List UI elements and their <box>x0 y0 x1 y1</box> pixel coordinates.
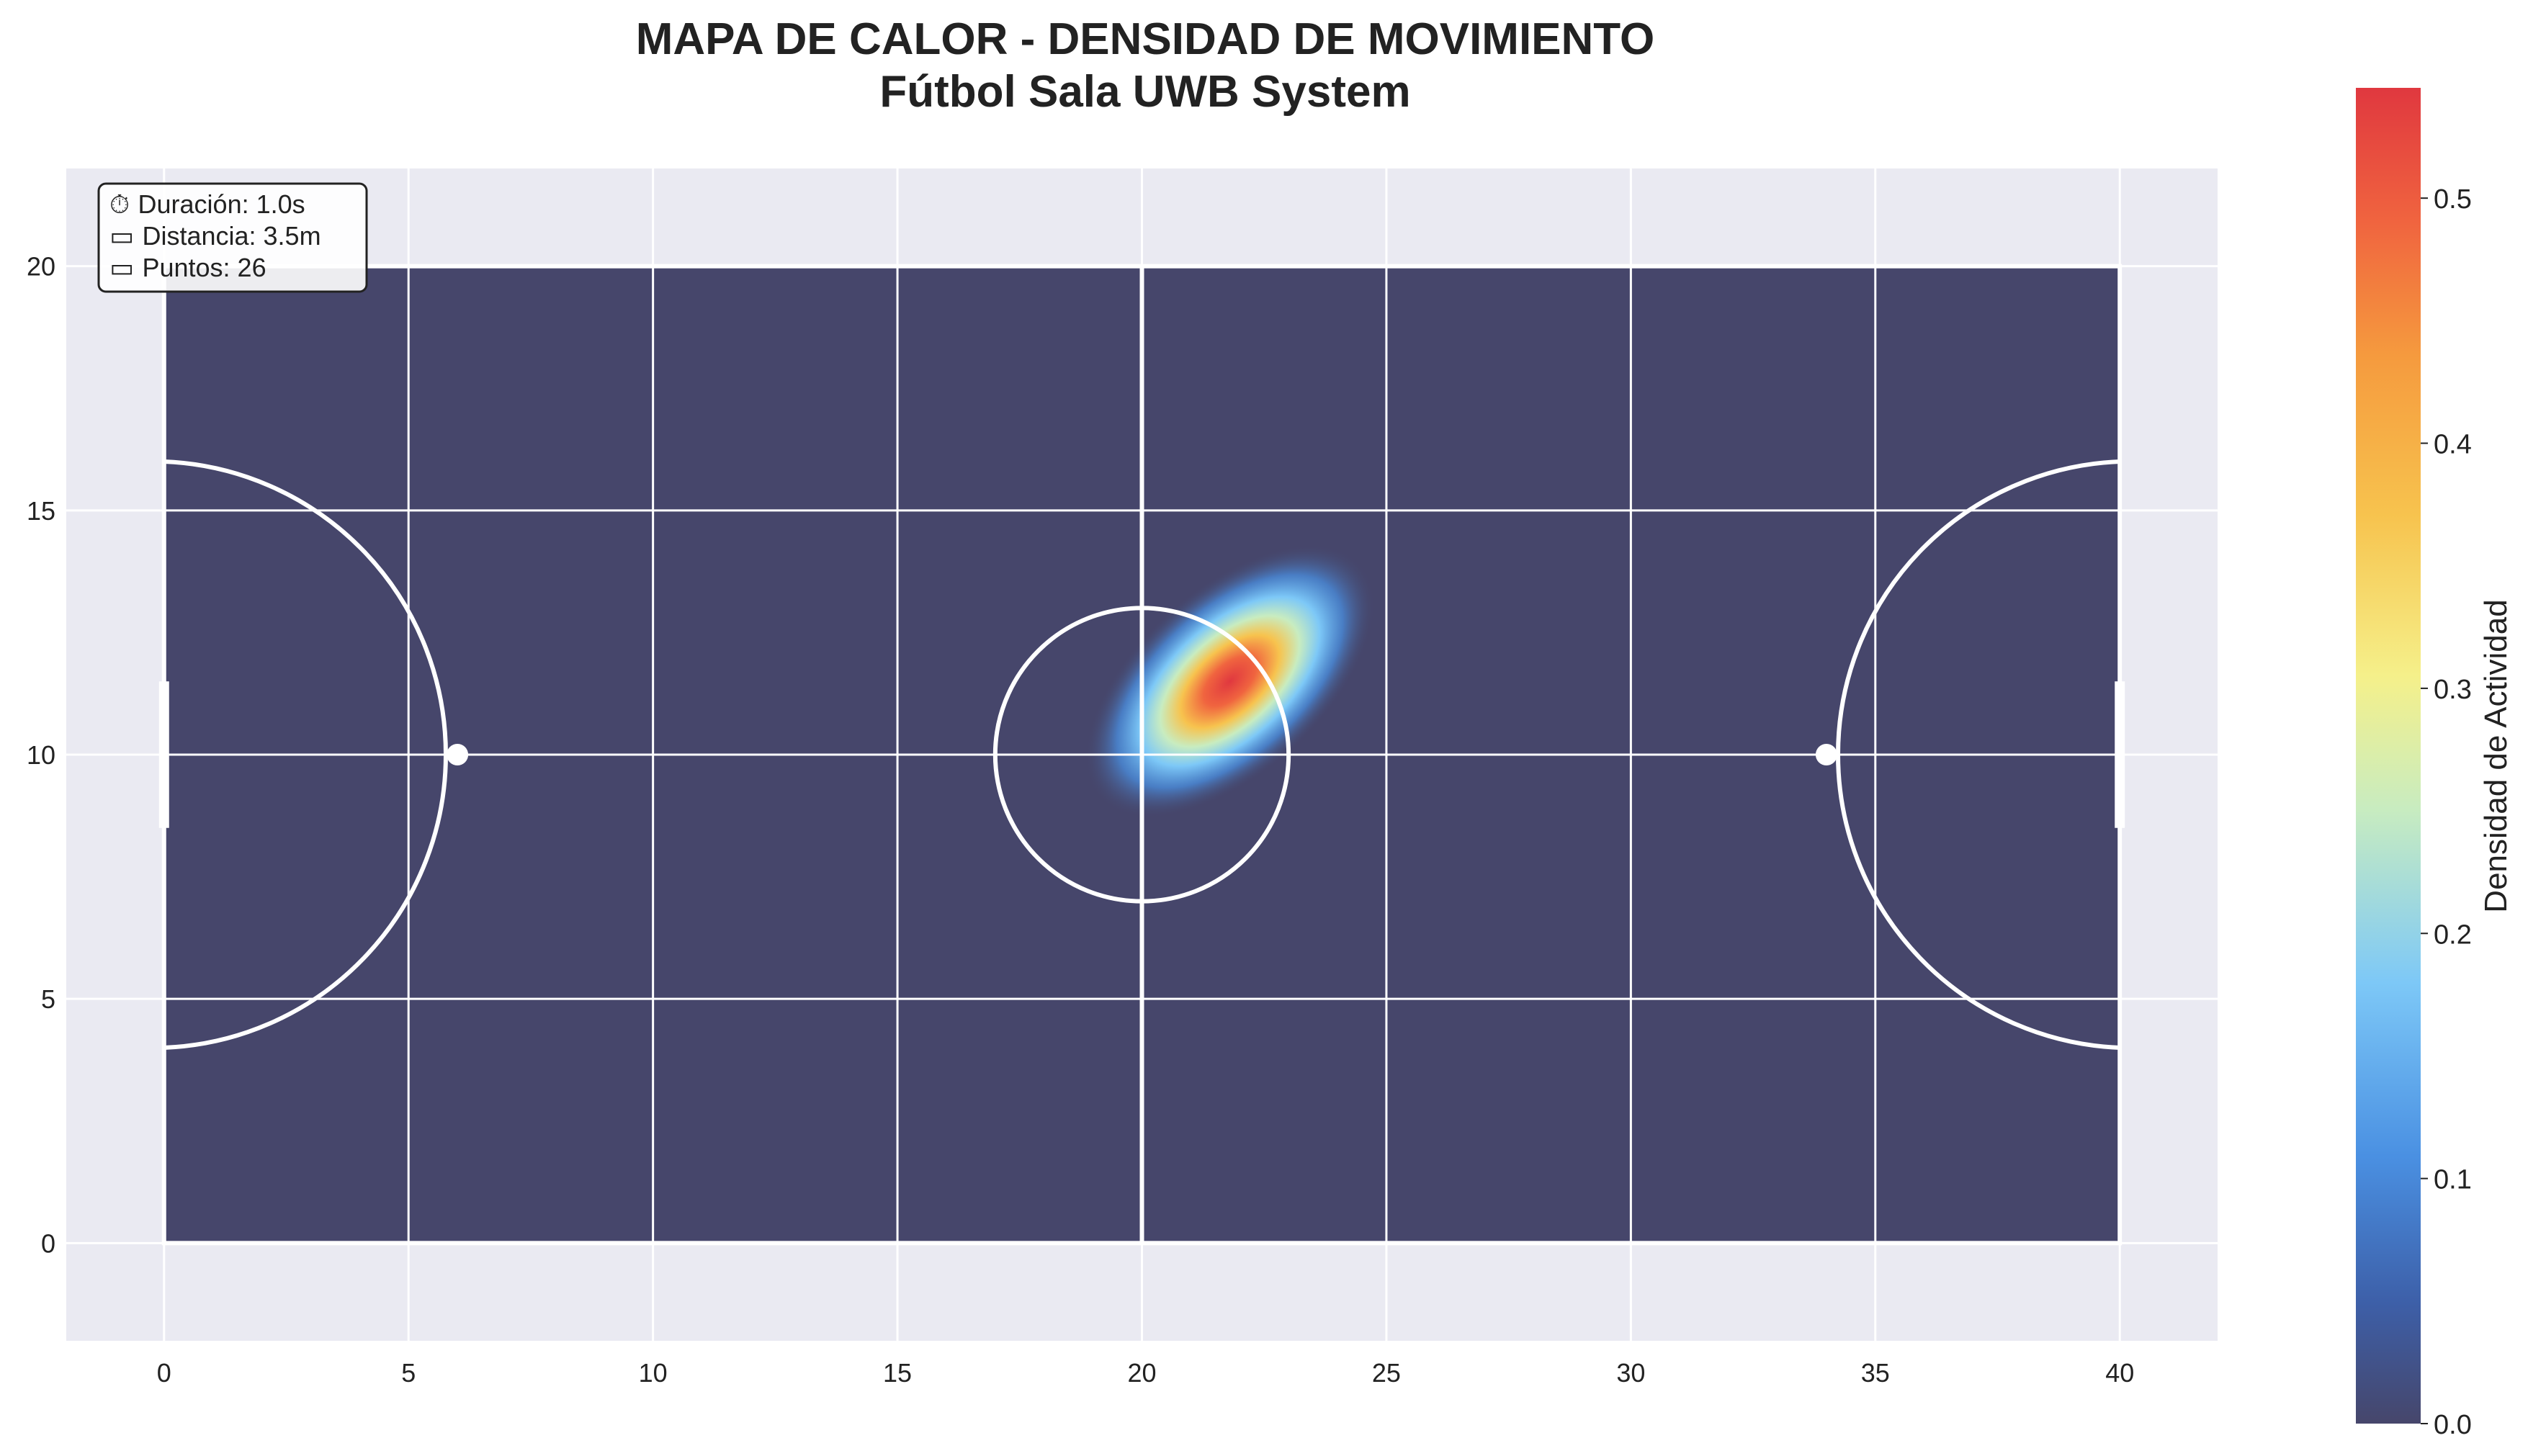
svg-text:▭ Puntos: 26: ▭ Puntos: 26 <box>109 253 266 283</box>
pin-icon: ▭ <box>109 253 142 283</box>
right-penalty-spot <box>1815 744 1837 765</box>
left-area-arc <box>163 459 448 1050</box>
svg-text:⏱ Duración: 1.0s: ⏱ Duración: 1.0s <box>109 189 305 220</box>
ruler-icon: ▭ <box>109 222 142 251</box>
info-duration: Duración: 1.0s <box>138 189 305 219</box>
center-circle <box>992 606 1291 904</box>
court-markings <box>158 264 2125 1246</box>
left-penalty-spot <box>447 744 469 765</box>
x-tick-label: 20 <box>1127 1358 1156 1388</box>
y-tick-label: 15 <box>27 496 55 526</box>
info-distance: Distancia: 3.5m <box>142 221 321 251</box>
x-tick-label: 10 <box>639 1358 668 1388</box>
x-tick-label: 15 <box>883 1358 912 1388</box>
colorbar-tick-label: 0.4 <box>2434 430 2472 460</box>
colorbar-tick-label: 0.1 <box>2434 1165 2472 1195</box>
info-points: Puntos: 26 <box>142 253 266 282</box>
chart-title: MAPA DE CALOR - DENSIDAD DE MOVIMIENTO <box>636 14 1655 64</box>
density-hotspot <box>1085 544 1375 818</box>
x-tick-label: 30 <box>1616 1358 1645 1388</box>
x-tick-label: 25 <box>1372 1358 1401 1388</box>
y-tick-label: 5 <box>41 984 55 1014</box>
colorbar <box>2356 88 2421 1424</box>
x-tick-label: 35 <box>1861 1358 1890 1388</box>
y-tick-label: 20 <box>27 252 55 282</box>
colorbar-ticks: 0.0 0.1 0.2 0.3 0.4 0.5 <box>2421 184 2472 1440</box>
svg-text:▭ Distancia: 3.5m: ▭ Distancia: 3.5m <box>109 221 321 251</box>
right-area-arc <box>1836 459 2120 1050</box>
colorbar-tick-label: 0.5 <box>2434 184 2472 215</box>
x-tick-label: 0 <box>157 1358 171 1388</box>
y-tick-label: 10 <box>27 740 55 770</box>
x-tick-label: 5 <box>401 1358 416 1388</box>
x-axis-ticks: 0 5 10 15 20 25 30 35 40 <box>157 1358 2134 1388</box>
y-axis-ticks: 0 5 10 15 20 <box>27 252 55 1259</box>
y-tick-label: 0 <box>41 1228 55 1258</box>
info-box: ⏱ Duración: 1.0s ▭ Distancia: 3.5m ▭ Pun… <box>97 182 368 293</box>
chart-subtitle: Fútbol Sala UWB System <box>879 67 1410 117</box>
colorbar-label: Densidad de Actividad <box>2478 599 2514 912</box>
colorbar-tick-label: 0.2 <box>2434 920 2472 950</box>
clock-icon: ⏱ <box>109 190 138 220</box>
colorbar-tick-label: 0.3 <box>2434 675 2472 705</box>
colorbar-tick-label: 0.0 <box>2434 1410 2472 1440</box>
x-tick-label: 40 <box>2105 1358 2134 1388</box>
